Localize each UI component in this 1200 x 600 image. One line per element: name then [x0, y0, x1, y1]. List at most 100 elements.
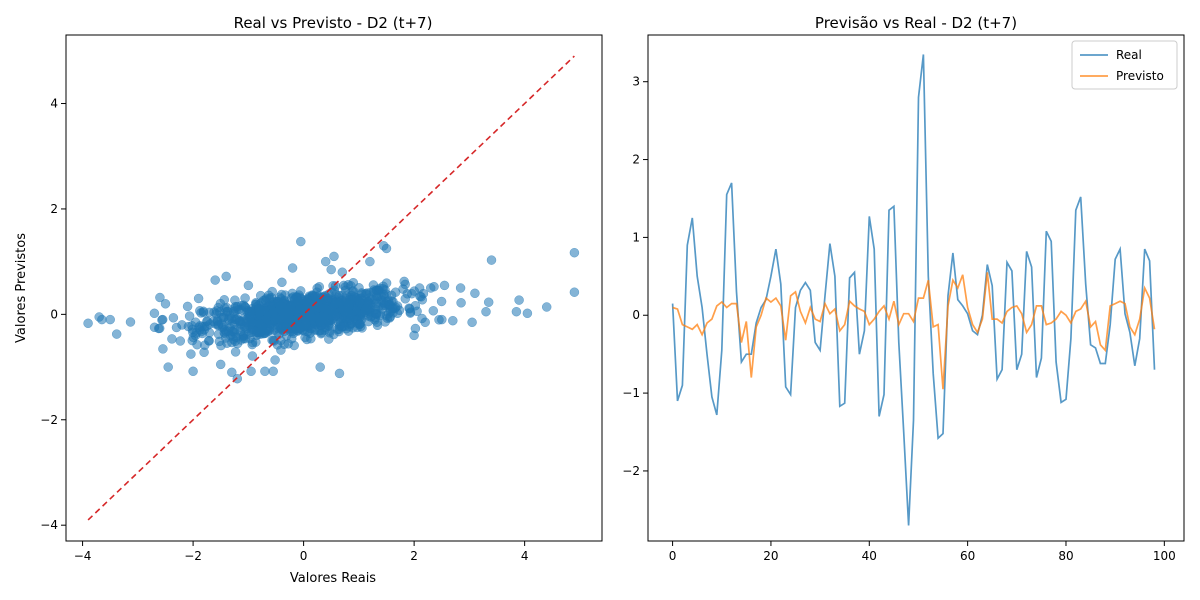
scatter-point	[306, 333, 316, 344]
legend-box	[1071, 40, 1178, 90]
scatter-point	[229, 325, 240, 335]
scatter-point	[277, 277, 287, 288]
scatter-point	[160, 299, 171, 309]
scatter-point	[149, 322, 160, 333]
scatter-point	[246, 366, 256, 377]
scatter-point	[268, 366, 278, 377]
line-plot-area: 0 20 40 60 80 100 −2 −1 0 1 2 3 Real Previsto	[622, 34, 1185, 563]
scatter-point	[330, 281, 341, 291]
y-tick-label: 3	[632, 75, 640, 89]
scatter-point	[221, 271, 231, 282]
x-tick-label: 20	[763, 549, 778, 563]
y-tick-label: 2	[632, 153, 640, 167]
line-axes-frame	[647, 34, 1185, 542]
scatter-point	[239, 301, 250, 312]
scatter-point	[230, 347, 241, 357]
scatter-point	[163, 362, 173, 372]
line-panel: Previsão vs Real - D2 (t+7) 0 20 40 60 80 100…	[622, 14, 1185, 563]
x-tick-label: 4	[521, 549, 529, 563]
scatter-point	[243, 280, 254, 291]
x-tick-label: 100	[1153, 549, 1176, 563]
scatter-point	[455, 283, 466, 293]
scatter-plot-area: −4 −2 0 2 4 −4 −2 0 2 4	[40, 34, 603, 563]
scatter-point	[188, 327, 198, 338]
scatter-panel: Real vs Previsto - D2 (t+7) Valores Reai…	[14, 14, 603, 586]
scatter-point	[275, 300, 285, 311]
scatter-point	[336, 322, 347, 332]
scatter-point	[287, 263, 298, 273]
scatter-point	[286, 334, 297, 344]
scatter-point	[219, 328, 230, 338]
scatter-point	[522, 308, 533, 319]
scatter-point	[425, 283, 436, 293]
scatter-point	[334, 368, 345, 379]
scatter-point	[158, 344, 168, 354]
scatter-point	[324, 328, 335, 338]
scatter-point	[439, 280, 450, 291]
scatter-point	[420, 317, 430, 328]
scatter-point	[202, 316, 212, 326]
scatter-point	[272, 340, 283, 350]
y-tick-label: 0	[632, 308, 640, 322]
scatter-point	[326, 264, 336, 275]
scatter-point	[330, 310, 341, 321]
scatter-point	[215, 359, 226, 370]
scatter-point	[329, 251, 339, 262]
legend-label: Real	[1116, 48, 1142, 62]
scatter-point	[314, 282, 325, 292]
scatter-point	[324, 305, 335, 315]
legend-label: Previsto	[1116, 69, 1164, 83]
scatter-point	[436, 296, 447, 307]
scatter-point	[184, 311, 195, 321]
scatter-point	[198, 307, 209, 318]
x-tick-label: −2	[184, 549, 202, 563]
y-tick-label: −4	[40, 518, 58, 532]
x-tick-label: 60	[960, 549, 975, 563]
scatter-point	[367, 294, 378, 305]
x-tick-label: 2	[410, 549, 418, 563]
series-line-previsto	[672, 272, 1156, 390]
scatter-point	[456, 298, 466, 308]
x-tick-label: 40	[862, 549, 877, 563]
scatter-point	[236, 335, 246, 345]
scatter-point	[470, 288, 480, 299]
scatter-point	[204, 335, 214, 346]
scatter-point	[254, 303, 264, 314]
scatter-point	[257, 321, 267, 332]
scatter-point	[246, 311, 256, 322]
series-line-real	[671, 54, 1156, 526]
scatter-point	[186, 349, 196, 359]
scatter-point	[157, 314, 168, 325]
scatter-point	[314, 302, 324, 313]
scatter-point	[541, 302, 552, 312]
scatter-point	[428, 306, 439, 316]
x-tick-label: 0	[669, 549, 677, 563]
scatter-point	[230, 295, 240, 305]
scatter-point	[381, 278, 392, 288]
y-tick-label: 0	[50, 307, 58, 321]
scatter-point	[400, 294, 411, 304]
scatter-point	[486, 255, 497, 265]
scatter-point	[323, 293, 333, 304]
scatter-point	[125, 317, 136, 327]
scatter-point	[336, 296, 347, 306]
scatter-point	[270, 355, 280, 365]
scatter-axes-frame	[65, 34, 603, 542]
scatter-point	[409, 330, 419, 341]
scatter-point	[261, 314, 272, 324]
scatter-point	[569, 247, 580, 258]
scatter-point	[437, 314, 447, 325]
y-tick-label: 2	[50, 202, 58, 216]
scatter-point	[511, 306, 522, 317]
scatter-point	[307, 313, 318, 323]
x-tick-label: 80	[1058, 549, 1073, 563]
scatter-point	[281, 314, 292, 325]
scatter-title: Real vs Previsto - D2 (t+7)	[234, 14, 433, 32]
reference-line	[87, 55, 575, 521]
scatter-point	[514, 295, 524, 305]
scatter-point	[381, 243, 392, 254]
scatter-point	[105, 314, 115, 325]
scatter-point	[414, 283, 425, 293]
scatter-point	[293, 313, 303, 323]
scatter-point	[168, 313, 179, 323]
